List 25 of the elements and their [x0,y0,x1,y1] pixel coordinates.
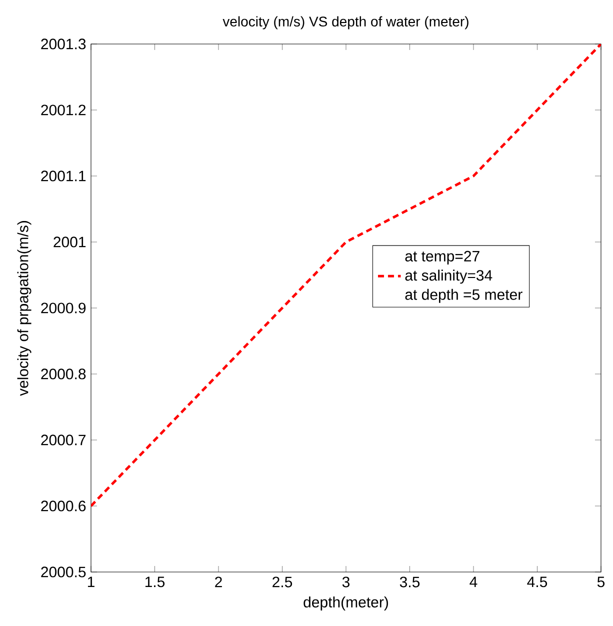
annotation: at temp=27 [405,250,480,264]
legend-label: at salinity=34 [405,270,492,284]
x-tick-label: 4.5 [527,576,548,588]
x-tick-label: 2.5 [272,576,292,588]
y-tick-label: 2001 [54,236,86,248]
x-tick-label: 4 [470,576,478,588]
y-tick-label: 2001.3 [41,38,86,50]
x-tick-label: 5 [597,576,605,588]
x-tick-label: 2 [215,576,222,588]
y-tick-label: 2000.5 [41,566,86,578]
chart-title: velocity (m/s) VS depth of water (meter) [222,16,468,30]
x-tick-label: 1 [88,576,94,588]
line-series [91,44,601,508]
x-tick-label: 3 [342,576,350,588]
x-tick-label: 3.5 [400,576,420,588]
y-tick-label: 2000.9 [41,302,86,314]
y-tick-label: 2001.1 [41,170,86,182]
y-tick-label: 2000.6 [41,500,86,512]
y-tick-label: 2000.8 [41,368,86,380]
annotation: at depth =5 meter [405,288,522,303]
x-axis-title: depth(meter) [304,596,388,610]
y-tick-label: 2000.7 [41,434,86,446]
y-tick-label: 2001.2 [41,104,86,116]
x-tick-label: 1.5 [145,576,165,588]
y-axis-title: velocity of prpagation(m/s) [17,221,32,396]
